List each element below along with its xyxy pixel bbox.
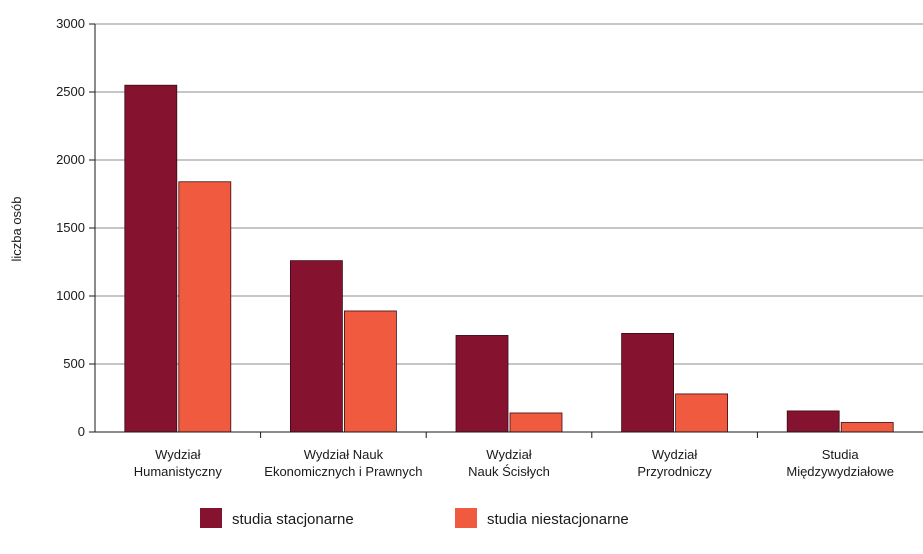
x-category-label: Wydział bbox=[155, 447, 201, 462]
bar-niestacjonarne bbox=[676, 394, 728, 432]
y-tick-label: 1000 bbox=[56, 288, 85, 303]
x-category-label: Ekonomicznych i Prawnych bbox=[264, 464, 422, 479]
bar-niestacjonarne bbox=[344, 311, 396, 432]
x-category-label: Międzywydziałowe bbox=[786, 464, 894, 479]
bar-stacjonarne bbox=[622, 333, 674, 432]
x-category-label: Wydział bbox=[486, 447, 532, 462]
bar-niestacjonarne bbox=[510, 413, 562, 432]
x-category-label: Wydział bbox=[652, 447, 698, 462]
legend-swatch bbox=[455, 508, 477, 528]
y-tick-label: 0 bbox=[78, 424, 85, 439]
y-tick-label: 3000 bbox=[56, 16, 85, 31]
y-tick-label: 2000 bbox=[56, 152, 85, 167]
y-tick-label: 2500 bbox=[56, 84, 85, 99]
x-category-label: Nauk Ścisłych bbox=[468, 464, 550, 479]
x-category-label: Przyrodniczy bbox=[637, 464, 712, 479]
legend: studia stacjonarne studia niestacjonarne bbox=[200, 508, 629, 528]
legend-label: studia stacjonarne bbox=[232, 511, 354, 528]
y-axis-title: liczba osób bbox=[9, 196, 24, 261]
bar-niestacjonarne bbox=[841, 422, 893, 432]
y-tick-label: 500 bbox=[63, 356, 85, 371]
bar-stacjonarne bbox=[125, 85, 177, 432]
x-category-label: Wydział Nauk bbox=[304, 447, 384, 462]
bars bbox=[125, 85, 893, 432]
y-tick-label: 1500 bbox=[56, 220, 85, 235]
bar-niestacjonarne bbox=[179, 182, 231, 432]
x-category-label: Studia bbox=[822, 447, 860, 462]
legend-label: studia niestacjonarne bbox=[487, 511, 629, 528]
bar-stacjonarne bbox=[456, 335, 508, 432]
bar-stacjonarne bbox=[787, 411, 839, 432]
bar-stacjonarne bbox=[290, 261, 342, 432]
x-category-label: Humanistyczny bbox=[134, 464, 223, 479]
legend-swatch bbox=[200, 508, 222, 528]
